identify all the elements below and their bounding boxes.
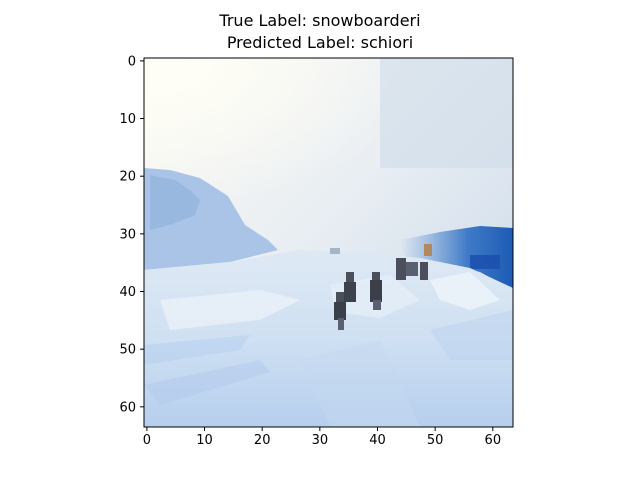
x-tick-label: 10: [196, 433, 213, 448]
y-tick-label: 0: [128, 54, 136, 69]
y-tick-label: 50: [119, 343, 136, 358]
x-tick-label: 40: [369, 433, 386, 448]
true-label-title: True Label: snowboarderi: [219, 11, 421, 30]
x-tick-label: 0: [143, 433, 151, 448]
x-tick-label: 20: [254, 433, 271, 448]
x-tick-label: 50: [427, 433, 444, 448]
axes-frame: [143, 57, 514, 428]
x-tick-label: 60: [485, 433, 502, 448]
y-tick-label: 60: [119, 400, 136, 415]
y-axis: 0 10 20 30 40 50 60: [119, 54, 144, 415]
x-tick-label: 30: [312, 433, 329, 448]
y-tick-label: 40: [119, 285, 136, 300]
y-tick-label: 30: [119, 227, 136, 242]
predicted-label-title: Predicted Label: schiori: [226, 33, 414, 52]
photo: [144, 58, 513, 427]
skiers: [330, 244, 432, 330]
x-axis: 0 10 20 30 40 50 60: [143, 427, 501, 448]
y-tick-label: 10: [119, 112, 136, 127]
right-mountain: [400, 226, 513, 290]
y-tick-label: 20: [119, 170, 136, 185]
